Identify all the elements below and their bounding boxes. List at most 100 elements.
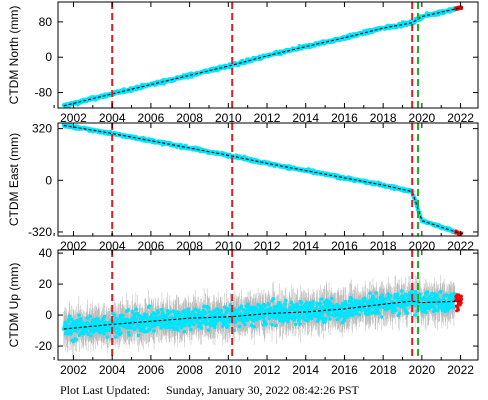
data-point [153, 324, 157, 328]
x-tick-label: 2002 [60, 111, 87, 125]
data-point [213, 322, 218, 326]
data-point [186, 307, 190, 311]
data-point [252, 325, 256, 329]
data-point [105, 335, 110, 339]
model-line [63, 124, 463, 235]
plot-area [61, 5, 464, 108]
data-point [119, 331, 123, 335]
data-point [134, 316, 139, 321]
data-point [170, 322, 175, 327]
recent-points [454, 229, 464, 236]
data-point [135, 311, 140, 316]
data-point [142, 329, 147, 334]
data-point [69, 330, 73, 335]
data-point [152, 329, 156, 333]
x-tick-label: 2010 [215, 111, 242, 125]
x-tick-label: 2014 [292, 111, 319, 125]
data-point [74, 337, 79, 342]
data-point [237, 324, 242, 329]
y-tick-label: 80 [39, 15, 53, 29]
y-tick-label: 0 [45, 173, 52, 187]
data-point [243, 322, 247, 327]
panel-2: 2002 2004 2006 2008 2010 2012 2014 2016 2018 2020… [7, 122, 479, 253]
data-point [127, 333, 132, 337]
data-point [134, 307, 138, 312]
data-point [182, 323, 187, 328]
data-point [219, 308, 223, 313]
data-points [61, 6, 457, 108]
data-point [246, 302, 250, 306]
data-point [182, 329, 187, 334]
data-point [67, 317, 71, 322]
x-tick-label: 2018 [370, 111, 397, 125]
data-point [159, 324, 164, 329]
data-point [85, 316, 90, 320]
data-point [221, 324, 225, 328]
data-point [203, 311, 208, 316]
data-point [206, 328, 211, 332]
data-point [112, 313, 117, 318]
data-point [126, 308, 130, 312]
data-point [162, 313, 166, 318]
data-point [232, 328, 237, 333]
y-tick-label: -80 [35, 86, 53, 100]
data-point [86, 332, 90, 336]
data-point [89, 334, 93, 338]
data-point [147, 323, 151, 328]
data-point [254, 307, 259, 311]
panel-1: 2002 2004 2006 2008 2010 2012 2014 2016 2018 2020… [7, 1, 479, 125]
data-point [187, 324, 192, 328]
data-point [160, 311, 165, 315]
data-point [179, 312, 183, 317]
data-point [113, 335, 118, 339]
data-point [183, 308, 187, 313]
data-point [213, 325, 217, 330]
y-axis-title: CTDM North (mm) [7, 6, 21, 105]
axes-frame [57, 122, 479, 237]
data-point [136, 333, 141, 338]
data-point [239, 304, 244, 309]
plot-area [62, 275, 464, 359]
x-tick-label: 2004 [99, 111, 126, 125]
data-point [206, 305, 211, 310]
data-point [224, 320, 228, 325]
data-point [168, 310, 172, 315]
data-point [120, 313, 125, 318]
y-tick-label: 0 [45, 50, 52, 64]
data-point [189, 327, 193, 332]
data-point [188, 313, 193, 318]
data-point [101, 325, 105, 330]
data-point [102, 314, 107, 319]
data-point [156, 310, 161, 315]
data-point [141, 317, 145, 322]
x-tick-label: 2020 [409, 111, 436, 125]
data-point [80, 319, 84, 324]
data-point [186, 309, 191, 314]
model-line [63, 7, 463, 107]
error-bars [63, 123, 455, 234]
x-tick-label: 2012 [254, 111, 281, 125]
data-point [148, 327, 152, 331]
data-point [77, 313, 81, 317]
data-point [192, 322, 196, 327]
data-point [147, 304, 152, 308]
x-tick-label: 2016 [331, 111, 358, 125]
x-tick-label: 2008 [176, 111, 203, 125]
data-point [79, 317, 83, 321]
y-axis-title: CTDM East (mm) [7, 133, 21, 226]
data-point [117, 327, 121, 332]
data-point [199, 326, 204, 330]
plot-area [61, 123, 464, 236]
panel-3: 2002 2004 2006 2008 2010 2012 2014 2016 2018 2020… [7, 246, 479, 377]
data-point [84, 329, 88, 334]
data-point [241, 307, 246, 312]
data-point [233, 320, 238, 324]
data-point [144, 312, 149, 317]
data-point [72, 339, 76, 344]
axes-frame [57, 1, 479, 109]
data-point [202, 304, 206, 309]
y-tick-label: 320 [32, 122, 52, 136]
y-tick-label: -320 [28, 225, 52, 239]
data-point [160, 307, 164, 312]
